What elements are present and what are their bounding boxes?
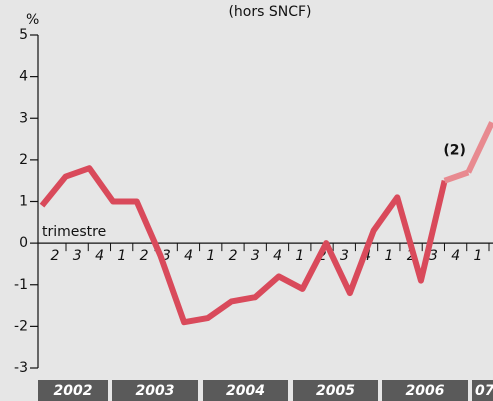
- annotation: (2): [443, 143, 466, 159]
- line: [39, 165, 448, 326]
- x-tick-label: 2: [140, 248, 149, 264]
- year-band: [203, 380, 288, 401]
- line: [465, 121, 493, 174]
- y-tick-label: 0: [19, 235, 28, 251]
- x-tick-label: 4: [273, 248, 282, 264]
- x-axis-label: trimestre: [42, 224, 106, 240]
- year-band: [472, 380, 493, 401]
- chart-title: (hors SNCF): [228, 4, 311, 20]
- x-tick-label: 4: [184, 248, 193, 264]
- y-tick-label: -2: [14, 318, 28, 334]
- y-tick-label: 3: [19, 110, 28, 126]
- year-label: 2006: [406, 383, 445, 399]
- x-tick-label: 1: [295, 248, 304, 264]
- y-tick-label: 5: [19, 27, 28, 43]
- year-label: 2004: [226, 383, 265, 399]
- x-tick-label: 3: [162, 248, 171, 264]
- year-label: 07: [475, 383, 493, 399]
- x-tick-label: 3: [73, 248, 82, 264]
- year-label: 2002: [54, 383, 93, 399]
- x-tick-label: 3: [251, 248, 260, 264]
- y-tick-label: 4: [19, 69, 28, 85]
- x-tick-label: 4: [95, 248, 104, 264]
- x-tick-label: 3: [429, 248, 438, 264]
- y-tick-label: -1: [14, 277, 28, 293]
- year-band: [112, 380, 198, 401]
- x-tick-label: 1: [384, 248, 393, 264]
- x-tick-label: 3: [340, 248, 349, 264]
- year-label: 2005: [316, 383, 355, 399]
- x-tick-label: 4: [451, 248, 460, 264]
- year-band: [382, 380, 468, 401]
- x-tick-label: 1: [474, 248, 483, 264]
- y-tick-label: 2: [19, 152, 28, 168]
- x-tick-label: 2: [51, 248, 60, 264]
- year-band: [293, 380, 378, 401]
- line-connector: [443, 169, 470, 184]
- y-tick-label: -3: [14, 360, 28, 376]
- y-tick-label: 1: [19, 194, 28, 210]
- year-label: 2003: [136, 383, 175, 399]
- x-tick-label: 2: [229, 248, 238, 264]
- year-band: [38, 380, 108, 401]
- x-tick-label: 1: [206, 248, 215, 264]
- x-tick-label: 1: [117, 248, 126, 264]
- y-axis-label: %: [26, 12, 39, 28]
